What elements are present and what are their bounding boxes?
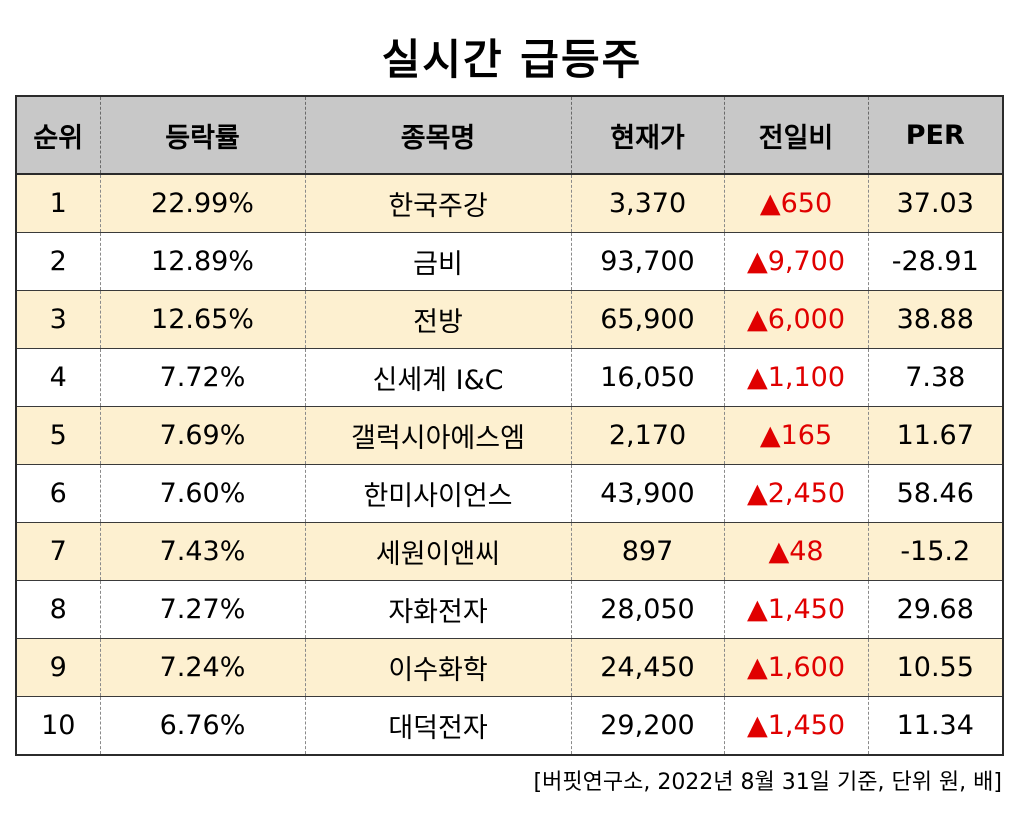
surging-stocks-table: 순위 등락률 종목명 현재가 전일비 PER 1 22.99% 한국주강 3,3…	[15, 95, 1004, 756]
table-row: 7 7.43% 세원이앤씨 897 ▲48 -15.2	[16, 522, 1003, 581]
table-body: 1 22.99% 한국주강 3,370 ▲650 37.03 2 12.89% …	[16, 174, 1003, 755]
header-rank: 순위	[16, 96, 100, 175]
cell-current-price: 2,170	[570, 406, 724, 465]
table-header-row: 순위 등락률 종목명 현재가 전일비 PER	[16, 96, 1003, 175]
header-stock-name: 종목명	[304, 96, 571, 175]
cell-day-change: ▲48	[723, 522, 868, 581]
cell-change-rate: 7.43%	[99, 522, 305, 581]
cell-change-rate: 7.24%	[99, 638, 305, 697]
cell-rank: 8	[16, 580, 100, 639]
cell-stock-name: 금비	[304, 232, 571, 291]
cell-change-rate: 7.60%	[99, 464, 305, 523]
cell-per: 58.46	[867, 464, 1003, 523]
header-current-price: 현재가	[570, 96, 724, 175]
cell-change-rate: 12.89%	[99, 232, 305, 291]
cell-current-price: 93,700	[570, 232, 724, 291]
cell-stock-name: 갤럭시아에스엠	[304, 406, 571, 465]
cell-per: 10.55	[867, 638, 1003, 697]
cell-stock-name: 한미사이언스	[304, 464, 571, 523]
cell-day-change: ▲9,700	[723, 232, 868, 291]
header-change-rate: 등락률	[99, 96, 305, 175]
cell-change-rate: 6.76%	[99, 696, 305, 755]
cell-rank: 2	[16, 232, 100, 291]
table-row: 1 22.99% 한국주강 3,370 ▲650 37.03	[16, 174, 1003, 233]
cell-stock-name: 자화전자	[304, 580, 571, 639]
cell-rank: 1	[16, 174, 100, 233]
cell-rank: 7	[16, 522, 100, 581]
header-per: PER	[867, 96, 1003, 175]
page-title: 실시간 급등주	[381, 35, 643, 84]
cell-change-rate: 7.27%	[99, 580, 305, 639]
table-row: 10 6.76% 대덕전자 29,200 ▲1,450 11.34	[16, 696, 1003, 755]
surging-stocks-table-container: 순위 등락률 종목명 현재가 전일비 PER 1 22.99% 한국주강 3,3…	[15, 95, 1004, 756]
cell-change-rate: 12.65%	[99, 290, 305, 349]
cell-per: 38.88	[867, 290, 1003, 349]
table-row: 4 7.72% 신세계 I&C 16,050 ▲1,100 7.38	[16, 348, 1003, 407]
table-row: 9 7.24% 이수화학 24,450 ▲1,600 10.55	[16, 638, 1003, 697]
table-row: 2 12.89% 금비 93,700 ▲9,700 -28.91	[16, 232, 1003, 291]
table-row: 5 7.69% 갤럭시아에스엠 2,170 ▲165 11.67	[16, 406, 1003, 465]
cell-rank: 10	[16, 696, 100, 755]
cell-current-price: 29,200	[570, 696, 724, 755]
cell-per: 7.38	[867, 348, 1003, 407]
cell-per: 11.34	[867, 696, 1003, 755]
table-row: 8 7.27% 자화전자 28,050 ▲1,450 29.68	[16, 580, 1003, 639]
cell-per: 11.67	[867, 406, 1003, 465]
cell-stock-name: 이수화학	[304, 638, 571, 697]
cell-rank: 5	[16, 406, 100, 465]
cell-per: -15.2	[867, 522, 1003, 581]
cell-current-price: 28,050	[570, 580, 724, 639]
cell-stock-name: 한국주강	[304, 174, 571, 233]
cell-current-price: 43,900	[570, 464, 724, 523]
cell-current-price: 65,900	[570, 290, 724, 349]
cell-per: 29.68	[867, 580, 1003, 639]
cell-stock-name: 전방	[304, 290, 571, 349]
cell-day-change: ▲650	[723, 174, 868, 233]
cell-current-price: 16,050	[570, 348, 724, 407]
cell-rank: 4	[16, 348, 100, 407]
cell-stock-name: 신세계 I&C	[304, 348, 571, 407]
table-row: 6 7.60% 한미사이언스 43,900 ▲2,450 58.46	[16, 464, 1003, 523]
source-footnote: [버핏연구소, 2022년 8월 31일 기준, 단위 원, 배]	[533, 770, 1002, 795]
cell-rank: 6	[16, 464, 100, 523]
cell-day-change: ▲6,000	[723, 290, 868, 349]
cell-day-change: ▲2,450	[723, 464, 868, 523]
cell-per: -28.91	[867, 232, 1003, 291]
cell-current-price: 24,450	[570, 638, 724, 697]
cell-change-rate: 7.69%	[99, 406, 305, 465]
header-day-change: 전일비	[723, 96, 868, 175]
cell-rank: 3	[16, 290, 100, 349]
cell-current-price: 897	[570, 522, 724, 581]
cell-current-price: 3,370	[570, 174, 724, 233]
table-row: 3 12.65% 전방 65,900 ▲6,000 38.88	[16, 290, 1003, 349]
cell-stock-name: 세원이앤씨	[304, 522, 571, 581]
cell-day-change: ▲1,450	[723, 696, 868, 755]
cell-change-rate: 22.99%	[99, 174, 305, 233]
cell-change-rate: 7.72%	[99, 348, 305, 407]
cell-day-change: ▲1,100	[723, 348, 868, 407]
cell-day-change: ▲1,450	[723, 580, 868, 639]
cell-stock-name: 대덕전자	[304, 696, 571, 755]
cell-day-change: ▲165	[723, 406, 868, 465]
cell-day-change: ▲1,600	[723, 638, 868, 697]
cell-per: 37.03	[867, 174, 1003, 233]
cell-rank: 9	[16, 638, 100, 697]
